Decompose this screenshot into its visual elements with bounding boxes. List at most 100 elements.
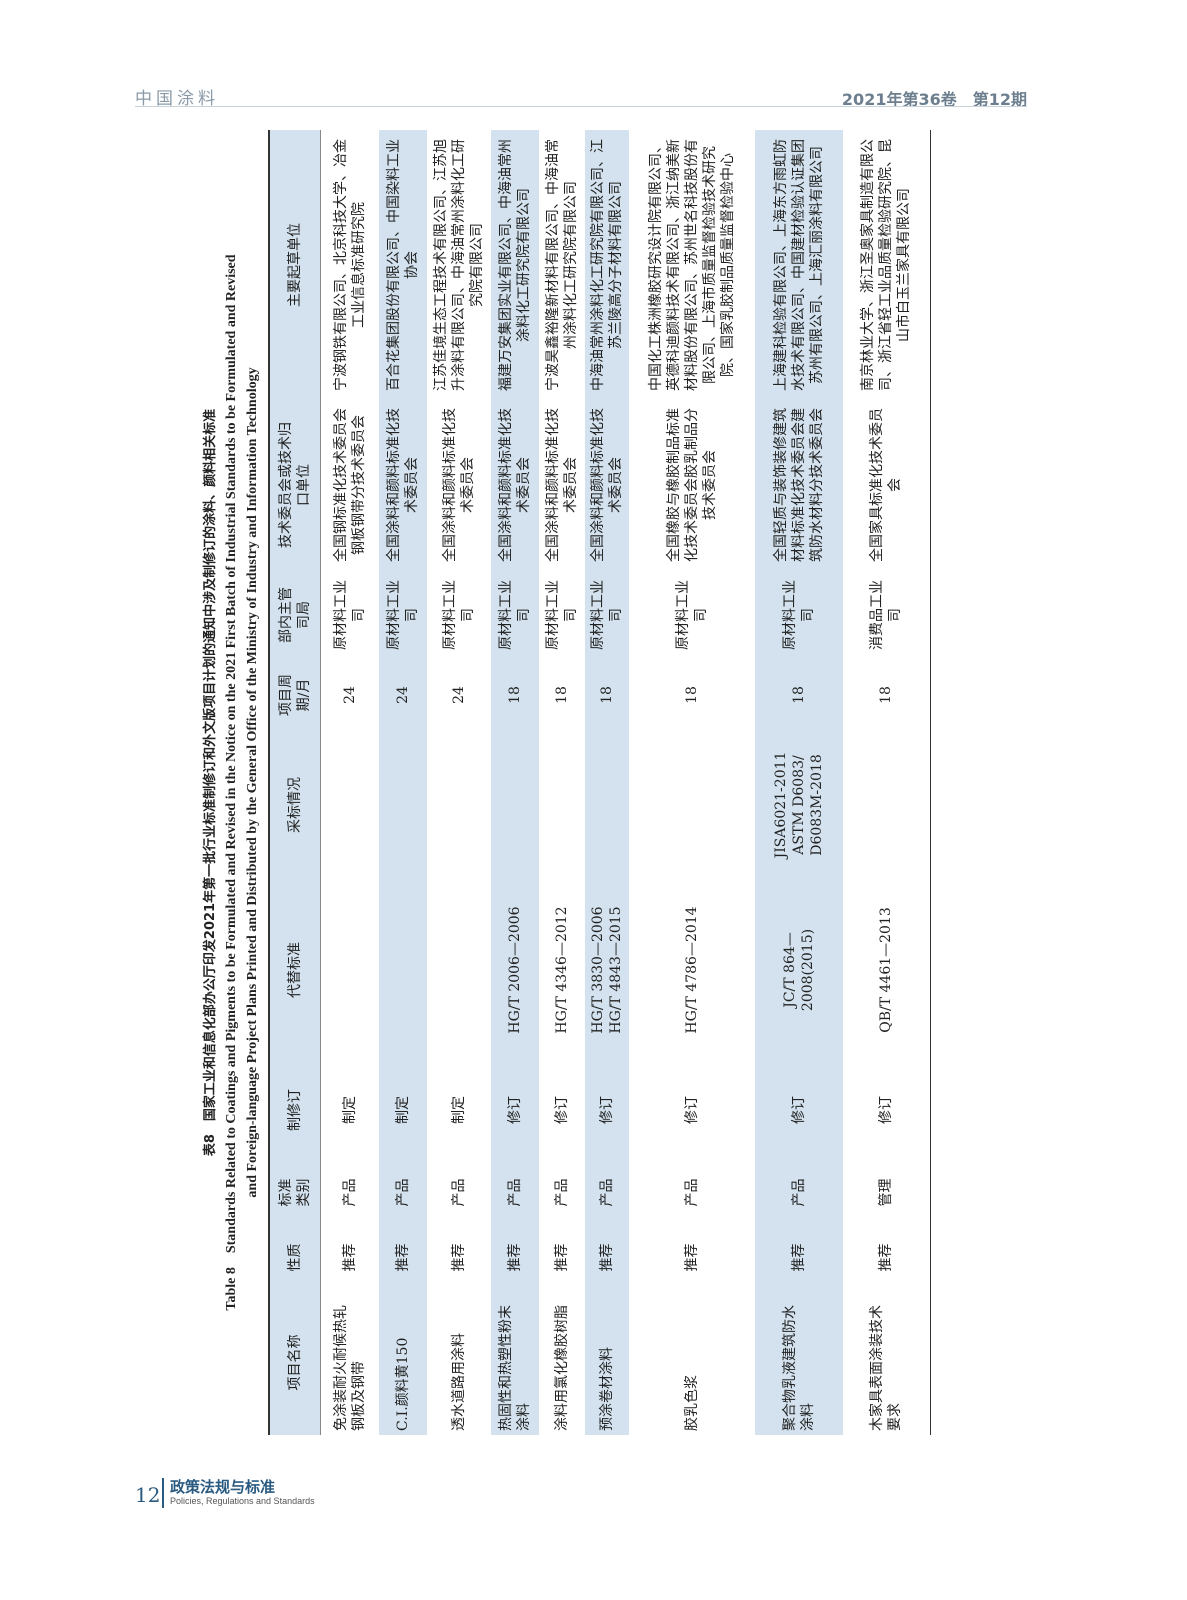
table-cell: 全国橡胶与橡胶制品标准化技术委员会胶乳制品分技术委员会 bbox=[665, 408, 718, 562]
table-row: 预涂卷材涂料 推荐 产品 修订 HG/T 3830—2006 HG/T 4843—201… bbox=[584, 130, 629, 1435]
table-cell: 中海油常州涂料化工研究院有限公司、江苏兰陵高分子材料有限公司 bbox=[584, 130, 629, 400]
table-cell: 免涂装耐火耐候热轧钢板及钢带 bbox=[332, 1305, 367, 1431]
column-header: 制修订 bbox=[269, 1060, 321, 1160]
table-cell: 全国家具标准化技术委员会 bbox=[842, 400, 931, 570]
table-cell: 推荐 bbox=[842, 1225, 931, 1290]
table-cell: 推荐 bbox=[754, 1225, 843, 1290]
table-cell: 产品 bbox=[553, 1178, 570, 1207]
table-cell bbox=[490, 730, 539, 880]
table-cell: JC/T 864— 2008(2015) bbox=[754, 880, 843, 1060]
table-cell bbox=[539, 730, 585, 880]
table-cell: 推荐 bbox=[490, 1225, 539, 1290]
table-cell: 制定 bbox=[341, 1096, 358, 1124]
table-cell: 24 bbox=[450, 686, 467, 704]
table-cell: 全国涂料和颜料标准化技术委员会 bbox=[544, 408, 579, 562]
table-cell: 18 bbox=[584, 660, 629, 730]
table-cell: 推荐 bbox=[553, 1243, 570, 1272]
table-cell bbox=[629, 730, 755, 880]
table-cell: 上海建科检验有限公司、上海东方雨虹防水技术有限公司、中国建材检验认证集团苏州有限… bbox=[754, 130, 843, 400]
table-cell: 18 bbox=[553, 686, 570, 704]
column-header: 项目周 期/月 bbox=[269, 660, 321, 730]
issue-info: 2021年第36卷 第12期 bbox=[841, 90, 1027, 109]
table-cell: 18 bbox=[683, 686, 700, 704]
table-cell: 原材料工业司 bbox=[754, 570, 843, 660]
table-cell: 原材料工业司 bbox=[674, 580, 709, 650]
table-cell bbox=[378, 730, 427, 880]
caption-cn: 表8 国家工业和信息化部办公厅印发2021年第一批行业标准制修订和外文版项目计划… bbox=[203, 408, 218, 1157]
table-cell: 推荐 bbox=[341, 1243, 358, 1272]
table-cell: 修订 bbox=[490, 1060, 539, 1160]
table-cell: 宁波钢铁有限公司、北京科技大学、冶金工业信息标准研究院 bbox=[332, 139, 367, 391]
table-cell bbox=[842, 730, 931, 880]
table-cell: 原材料工业司 bbox=[584, 570, 629, 660]
table-cell: 原材料工业司 bbox=[544, 580, 579, 650]
table-cell: 宁波昊鑫裕隆新材料有限公司、中海油常州涂料化工研究院有限公司 bbox=[544, 139, 579, 391]
table-cell bbox=[427, 880, 491, 1060]
column-header: 技术委员会或技术归 口单位 bbox=[269, 400, 321, 570]
page-number: 12 bbox=[135, 1483, 161, 1507]
table-cell: 推荐 bbox=[584, 1225, 629, 1290]
column-header: 项目名称 bbox=[269, 1290, 321, 1435]
table-cell: 产品 bbox=[754, 1160, 843, 1225]
table-cell: 修订 bbox=[584, 1060, 629, 1160]
column-header: 采标情况 bbox=[269, 730, 321, 880]
table-cell: 胶乳色浆 bbox=[683, 1375, 700, 1431]
table-row: C.I.颜料黄150 推荐 产品 制定 24 原材料工业司 全国涂料和颜料标准化技术委员会百… bbox=[378, 130, 427, 1435]
table-cell: 全国涂料和颜料标准化技术委员会 bbox=[378, 400, 427, 570]
table-cell: 24 bbox=[378, 660, 427, 730]
column-header: 代替标准 bbox=[269, 880, 321, 1060]
header-divider bbox=[135, 106, 1027, 107]
table-cell: 制定 bbox=[378, 1060, 427, 1160]
column-header: 部内主管 司局 bbox=[269, 570, 321, 660]
table-cell: 18 bbox=[842, 660, 931, 730]
table-cell: 修订 bbox=[754, 1060, 843, 1160]
table-cell: 产品 bbox=[378, 1160, 427, 1225]
table-cell: 24 bbox=[341, 686, 358, 704]
table-caption: 表8 国家工业和信息化部办公厅印发2021年第一批行业标准制修订和外文版项目计划… bbox=[200, 130, 268, 1435]
table-cell: HG/T 3830—2006 HG/T 4843—2015 bbox=[584, 880, 629, 1060]
table-row: 涂料用氯化橡胶树脂 推荐 产品 修订 HG/T 4346—2012 18 原材料工业司 全国涂… bbox=[539, 130, 585, 1435]
table-cell: 全国涂料和颜料标准化技术委员会 bbox=[441, 408, 476, 562]
table-cell: 修订 bbox=[683, 1096, 700, 1124]
section-title-cn: 政策法规与标准 bbox=[170, 1478, 276, 1496]
table-cell: 涂料用氯化橡胶树脂 bbox=[553, 1305, 570, 1431]
caption-en-line2: and Foreign-language Project Plans Print… bbox=[245, 367, 260, 1198]
table-cell: 原材料工业司 bbox=[441, 580, 476, 650]
table-row: 免涂装耐火耐候热轧钢板及钢带 推荐 产品 制定 24 原材料工业司 全国钢标准化技术委员会钢… bbox=[321, 130, 379, 1435]
table-cell bbox=[321, 880, 379, 1060]
table-cell: JISA6021-2011 ASTM D6083/ D6083M-2018 bbox=[754, 730, 843, 880]
table-cell: 推荐 bbox=[378, 1225, 427, 1290]
table-cell: 百合花集团股份有限公司、中国染料工业协会 bbox=[378, 130, 427, 400]
rotated-table-block: 表8 国家工业和信息化部办公厅印发2021年第一批行业标准制修订和外文版项目计划… bbox=[200, 130, 965, 1435]
table-cell bbox=[584, 730, 629, 880]
footer-bar bbox=[162, 1478, 164, 1508]
table-cell: 推荐 bbox=[683, 1243, 700, 1272]
table-row: 热固性和热塑性粉末涂料 推荐 产品 修订 HG/T 2006—2006 18 原材料工业司全… bbox=[490, 130, 539, 1435]
table-cell: 产品 bbox=[450, 1178, 467, 1207]
table-cell: 福建万安集团实业有限公司、中海油常州涂料化工研究院有限公司 bbox=[490, 130, 539, 400]
table-row: 透水道路用涂料 推荐 产品 制定 24 原材料工业司 全国涂料和颜料标准化技术委员会 江苏佳境… bbox=[427, 130, 491, 1435]
table-cell: HG/T 4786—2014 bbox=[683, 906, 700, 1034]
table-row: 木家具表面涂装技术要求 推荐 管理 修订 QB/T 4461—2013 18 消费品工业司全… bbox=[842, 130, 931, 1435]
section-title-en: Policies, Regulations and Standards bbox=[170, 1496, 315, 1506]
table-cell: HG/T 4346—2012 bbox=[553, 906, 570, 1034]
table-cell bbox=[427, 730, 491, 880]
table-row: 聚合物乳液建筑防水涂料 推荐 产品 修订 JC/T 864— 2008(2015) JIS… bbox=[754, 130, 843, 1435]
table-cell: C.I.颜料黄150 bbox=[378, 1290, 427, 1435]
table-cell: 南京林业大学、浙江圣奥家具制造有限公司、浙江省轻工业品质量检验研究院、昆山市白玉… bbox=[842, 130, 931, 400]
column-header: 标准 类别 bbox=[269, 1160, 321, 1225]
table-cell: 管理 bbox=[842, 1160, 931, 1225]
table-cell: 预涂卷材涂料 bbox=[584, 1290, 629, 1435]
table-cell: 18 bbox=[754, 660, 843, 730]
table-cell: 全国轻质与装饰装修建筑材料标准化技术委员会建筑防水材料分技术委员会 bbox=[754, 400, 843, 570]
table-cell: 全国钢标准化技术委员会钢板钢带分技术委员会 bbox=[332, 408, 367, 562]
column-header: 性质 bbox=[269, 1225, 321, 1290]
table-cell: 产品 bbox=[683, 1178, 700, 1207]
table-cell: 透水道路用涂料 bbox=[450, 1333, 467, 1431]
table-cell bbox=[321, 730, 379, 880]
journal-name: 中国涂料 bbox=[135, 89, 219, 109]
table-cell: 热固性和热塑性粉末涂料 bbox=[490, 1290, 539, 1435]
table-cell: 木家具表面涂装技术要求 bbox=[842, 1290, 931, 1435]
table-cell: 产品 bbox=[341, 1178, 358, 1207]
table-cell: 产品 bbox=[584, 1160, 629, 1225]
